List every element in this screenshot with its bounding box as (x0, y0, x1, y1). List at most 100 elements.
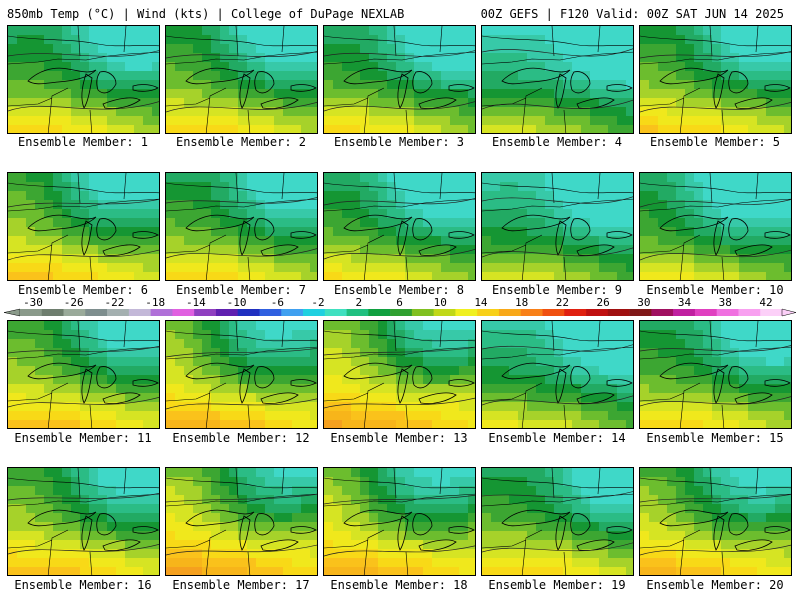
lake-outline (728, 513, 749, 536)
colorbar-tick-label: 26 (596, 296, 609, 309)
ensemble-member-label: Ensemble Member: 10 (646, 283, 784, 297)
border-line (324, 330, 475, 342)
height-contour (640, 199, 791, 208)
lake-outline (412, 513, 433, 536)
border-line (521, 87, 543, 133)
colorbar-swatch (564, 309, 587, 316)
colorbar-tick-label: -26 (64, 296, 84, 309)
border-line (47, 529, 69, 575)
border-line (640, 35, 791, 47)
border-line (324, 51, 475, 65)
border-line (123, 321, 127, 348)
colorbar-swatch (281, 309, 304, 316)
height-contour (166, 197, 317, 204)
border-line (640, 244, 685, 254)
border-line (166, 330, 317, 342)
border-line (8, 51, 159, 65)
lake-outline (102, 392, 141, 404)
lake-outline (96, 218, 117, 241)
lake-outline (260, 392, 299, 404)
colorbar-swatch (41, 309, 64, 316)
height-contour (324, 397, 475, 409)
lake-outline (734, 244, 773, 256)
border-line (166, 346, 317, 360)
border-line (755, 468, 759, 495)
border-line (324, 346, 475, 360)
lake-outline (501, 362, 571, 380)
border-line (205, 529, 227, 575)
border-line (247, 551, 251, 575)
lake-outline (397, 515, 409, 551)
colorbar-tick-label: -6 (271, 296, 284, 309)
border-line (482, 539, 527, 549)
border-line (679, 529, 701, 575)
border-line (8, 346, 159, 360)
border-line (123, 468, 127, 495)
border-line (482, 493, 633, 507)
border-line (597, 26, 601, 53)
ensemble-map-15 (639, 320, 792, 429)
ensemble-member-label: Ensemble Member: 20 (646, 578, 784, 592)
lake-outline (290, 379, 317, 387)
lake-outline (576, 244, 615, 256)
border-line (721, 109, 725, 133)
height-contour (482, 344, 633, 352)
border-line (640, 182, 791, 194)
border-line (324, 244, 369, 254)
colorbar-swatch (760, 309, 783, 316)
height-contour (640, 101, 791, 113)
border-line (8, 477, 159, 489)
lake-outline (713, 515, 725, 551)
border-line (205, 382, 227, 428)
height-contour (324, 545, 475, 557)
height-contour (324, 494, 475, 505)
lake-outline (448, 379, 475, 387)
height-contour (640, 544, 791, 556)
lake-outline (185, 214, 255, 232)
lake-outline (734, 539, 773, 551)
lake-outline (96, 513, 117, 536)
border-line (363, 87, 385, 133)
ensemble-map-14 (481, 320, 634, 429)
border-line (679, 87, 701, 133)
ensemble-member-label: Ensemble Member: 8 (333, 283, 465, 297)
ensemble-map-1 (7, 25, 160, 134)
ensemble-map-9 (481, 172, 634, 281)
height-contour (482, 99, 633, 110)
border-line (439, 468, 443, 495)
lake-outline (448, 231, 475, 239)
ensemble-map-8 (323, 172, 476, 281)
colorbar-swatch (215, 309, 239, 316)
colorbar-swatch (259, 309, 282, 316)
ensemble-member-label: Ensemble Member: 15 (646, 431, 784, 445)
border-line (89, 404, 93, 428)
height-contour (640, 51, 791, 59)
lake-outline (254, 513, 275, 536)
border-line (640, 51, 791, 65)
colorbar-swatch (20, 309, 43, 316)
border-line (166, 477, 317, 489)
border-line (281, 321, 285, 348)
height-contour (482, 395, 633, 406)
ensemble-member-label: Ensemble Member: 9 (491, 283, 623, 297)
border-line (363, 382, 385, 428)
ensemble-map-20 (639, 467, 792, 576)
lake-outline (260, 539, 299, 551)
colorbar-swatch (607, 309, 630, 316)
border-line (247, 109, 251, 133)
border-line (551, 321, 555, 352)
height-contour (640, 396, 791, 407)
border-line (640, 392, 685, 402)
ensemble-map-18 (323, 467, 476, 576)
border-line (324, 493, 475, 507)
colorbar-swatch (542, 309, 565, 316)
colorbar-left-arrow (3, 308, 21, 317)
height-contour (324, 198, 475, 206)
lake-outline (254, 218, 275, 241)
border-line (405, 256, 409, 280)
lake-outline (254, 71, 275, 94)
border-line (235, 26, 239, 57)
border-line (721, 256, 725, 280)
border-line (47, 382, 69, 428)
height-contour (8, 249, 159, 261)
